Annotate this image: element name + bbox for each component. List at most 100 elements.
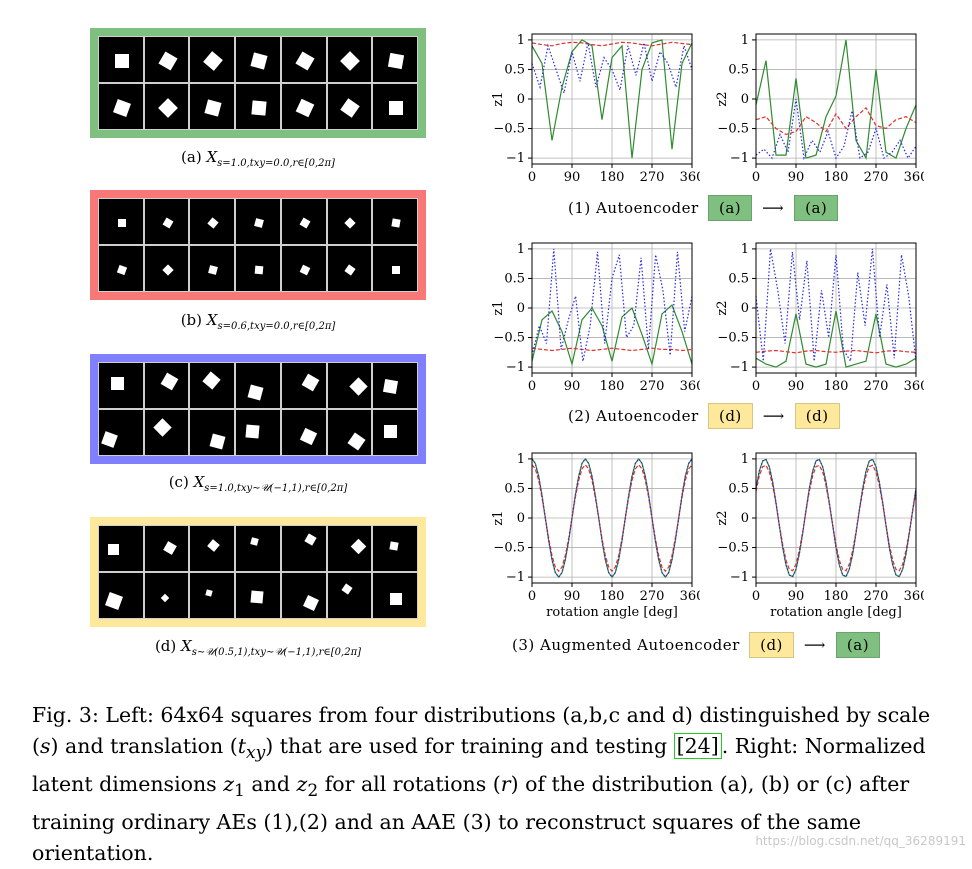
y-tick-label: 0.5: [504, 62, 525, 77]
sample-tile: [326, 36, 373, 83]
x-tick-label: 360: [904, 379, 924, 394]
white-square: [101, 431, 119, 448]
x-tick-label: 180: [824, 379, 849, 394]
sample-tile: [280, 198, 327, 245]
sample-tile: [280, 409, 327, 456]
x-tick-label: 360: [904, 589, 924, 604]
sample-tile: [98, 36, 144, 83]
y-axis-label: z2: [715, 300, 730, 315]
sample-tile: [326, 409, 373, 456]
watermark: https://blog.csdn.net/qq_36289191: [755, 834, 966, 848]
distribution-panel-c: [90, 354, 426, 464]
sample-tile: [280, 36, 327, 83]
sample-grid: [98, 198, 418, 292]
sample-grid: [98, 525, 418, 619]
white-square: [202, 371, 221, 390]
series-red-dashed: [531, 347, 693, 352]
x-tick-label: 270: [640, 170, 665, 185]
y-tick-label: −0.5: [717, 122, 749, 137]
white-square: [350, 538, 367, 555]
y-tick-label: 0.5: [504, 271, 525, 286]
sample-tile: [235, 525, 281, 572]
x-tick-label: 270: [864, 170, 889, 185]
y-tick-label: 0.5: [728, 271, 749, 286]
sample-tile: [189, 572, 236, 619]
white-square: [392, 265, 401, 274]
white-square: [389, 100, 404, 115]
sample-tile: [326, 362, 373, 409]
x-tick-label: 270: [864, 379, 889, 394]
sample-tile: [98, 198, 144, 245]
sample-tile: [280, 83, 327, 130]
white-square: [248, 384, 264, 401]
y-axis-label: z1: [491, 91, 506, 106]
x-tick-label: 0: [528, 379, 536, 394]
white-square: [157, 97, 178, 118]
white-square: [299, 217, 311, 228]
white-square: [162, 540, 177, 555]
white-square: [207, 216, 219, 229]
sample-tile: [98, 83, 144, 130]
arrow-icon: ⟶: [803, 636, 826, 654]
white-square: [153, 418, 172, 437]
y-axis-label: z1: [491, 510, 506, 525]
y-tick-label: 0: [741, 511, 749, 526]
series-red-dashed: [755, 106, 917, 136]
white-square: [162, 217, 174, 228]
panel-caption-b: (b) Xs=0.6,txy=0.0,r∈[0,2π]: [180, 311, 336, 332]
y-axis-label: z2: [715, 91, 730, 106]
x-tick-label: 90: [788, 170, 805, 185]
white-square: [254, 217, 264, 228]
x-tick-label: 90: [564, 170, 581, 185]
series-blue-dotted: [755, 98, 917, 161]
sample-tile: [98, 362, 144, 409]
y-tick-label: −1: [506, 360, 525, 375]
white-square: [340, 50, 361, 71]
sample-tile: [235, 36, 281, 83]
distribution-panel-d: [90, 517, 426, 627]
white-square: [302, 594, 319, 611]
x-tick-label: 90: [788, 379, 805, 394]
x-tick-label: 360: [680, 170, 700, 185]
white-square: [301, 373, 320, 392]
white-square: [205, 588, 213, 597]
sample-tile: [372, 245, 418, 292]
x-tick-label: 270: [640, 589, 665, 604]
white-square: [304, 533, 317, 546]
x-axis-label: rotation angle [deg]: [546, 605, 678, 620]
sample-tile: [326, 198, 373, 245]
series-green-solid: [755, 310, 917, 368]
sample-grid: [98, 36, 418, 130]
citation-link[interactable]: [24]: [673, 733, 722, 759]
white-square: [251, 99, 267, 116]
latent-plot-1-z2: 0 90 180 270 360 1 0.5 0 −0.5 −1 z2: [715, 33, 924, 185]
sample-tile: [98, 525, 144, 572]
source-distribution-chip: (d): [707, 403, 753, 429]
sample-tile: [189, 409, 236, 456]
white-square: [382, 378, 398, 395]
panel-caption-a: (a) Xs=1.0,txy=0.0,r∈[0,2π]: [181, 148, 335, 169]
x-tick-label: 360: [904, 170, 924, 185]
source-distribution-chip: (a): [707, 195, 753, 221]
series-red-dashed: [531, 463, 693, 573]
sample-tile: [98, 245, 144, 292]
y-tick-label: −0.5: [493, 122, 525, 137]
white-square: [390, 592, 403, 605]
x-tick-label: 180: [824, 589, 849, 604]
white-square: [295, 50, 315, 71]
white-square: [344, 216, 357, 229]
sample-tile: [280, 572, 327, 619]
white-square: [250, 537, 260, 546]
y-tick-label: 0.5: [504, 481, 525, 496]
sample-tile: [372, 198, 418, 245]
y-tick-label: 0.5: [728, 62, 749, 77]
white-square: [299, 264, 311, 275]
row-label-3: (3) Augmented Autoencoder (d) ⟶ (a): [512, 632, 884, 658]
y-tick-label: 1: [741, 33, 749, 48]
x-tick-label: 180: [824, 170, 849, 185]
white-square: [295, 98, 314, 117]
x-tick-label: 180: [600, 379, 625, 394]
white-square: [250, 589, 264, 604]
x-axis-label: rotation angle [deg]: [770, 605, 902, 620]
white-square: [204, 98, 222, 117]
